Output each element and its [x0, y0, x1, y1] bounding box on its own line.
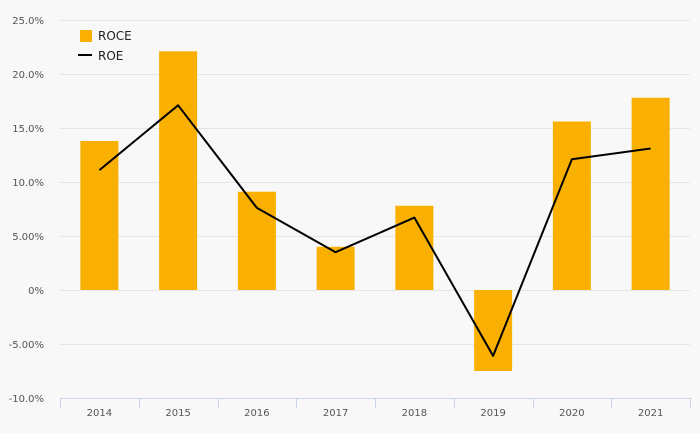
- x-tick-label: 2014: [87, 408, 112, 419]
- legend-item-roe[interactable]: ROE: [78, 49, 123, 63]
- y-tick-label: 15.0%: [12, 124, 44, 135]
- roe-point[interactable]: [569, 157, 574, 162]
- roe-point[interactable]: [176, 103, 181, 108]
- roce-bar[interactable]: [474, 290, 513, 371]
- x-tick-label: 2021: [638, 408, 663, 419]
- y-tick-label: 10.0%: [12, 178, 44, 189]
- x-axis-labels: 2014 2015 2016 2017 2018 2019 2020 2021: [87, 408, 664, 419]
- roe-point[interactable]: [254, 205, 259, 210]
- y-tick-label: 5.00%: [12, 232, 44, 243]
- y-tick-label: 25.0%: [12, 16, 44, 27]
- y-tick-label: 20.0%: [12, 70, 44, 81]
- roce-bar[interactable]: [316, 246, 355, 290]
- x-tick-label: 2020: [559, 408, 584, 419]
- x-tick-label: 2019: [480, 408, 505, 419]
- roe-point[interactable]: [412, 215, 417, 220]
- legend-label-roce: ROCE: [98, 29, 132, 43]
- roe-line-series: [97, 103, 653, 358]
- roce-bar[interactable]: [80, 140, 119, 290]
- legend-label-roe: ROE: [98, 49, 123, 63]
- x-tick-label: 2017: [323, 408, 348, 419]
- roe-point[interactable]: [333, 250, 338, 255]
- roe-point[interactable]: [491, 353, 496, 358]
- roce-bar[interactable]: [395, 205, 434, 290]
- roe-point[interactable]: [97, 168, 102, 173]
- roce-bar[interactable]: [159, 51, 198, 290]
- legend-item-roce[interactable]: ROCE: [80, 29, 132, 43]
- y-axis-labels: 25.0% 20.0% 15.0% 10.0% 5.00% 0% -5.00% -10.0%: [9, 16, 44, 405]
- x-tick-label: 2015: [165, 408, 190, 419]
- roce-bar[interactable]: [631, 97, 670, 290]
- roe-point[interactable]: [648, 146, 653, 151]
- roe-line[interactable]: [98, 104, 651, 357]
- x-tick-label: 2018: [402, 408, 427, 419]
- legend[interactable]: ROCE ROE: [78, 29, 132, 63]
- y-tick-label: -10.0%: [9, 394, 44, 405]
- y-tick-label: 0%: [28, 286, 44, 297]
- gridlines: [60, 20, 690, 345]
- roce-bars: [80, 51, 670, 371]
- roce-bar[interactable]: [552, 121, 591, 291]
- x-axis: [60, 398, 691, 408]
- x-tick-label: 2016: [244, 408, 269, 419]
- legend-swatch-roce: [80, 30, 92, 42]
- y-tick-label: -5.00%: [9, 340, 44, 351]
